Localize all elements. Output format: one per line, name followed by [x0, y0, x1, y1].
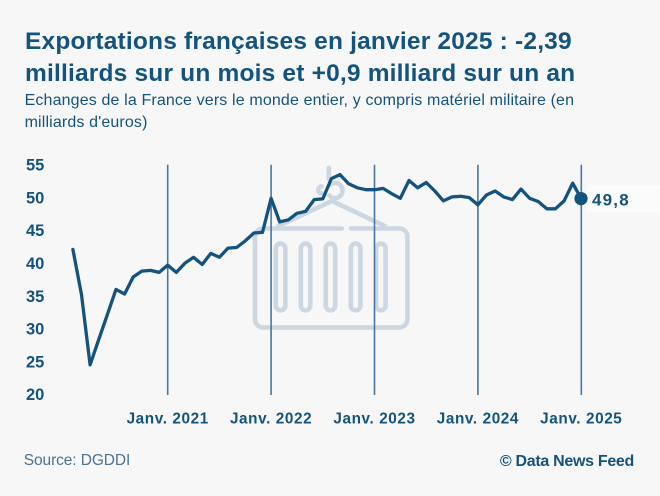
svg-text:Janv. 2022: Janv. 2022	[230, 411, 312, 428]
svg-text:Janv. 2023: Janv. 2023	[333, 411, 415, 428]
svg-text:55: 55	[26, 157, 44, 175]
svg-text:49,8: 49,8	[592, 191, 630, 210]
svg-text:35: 35	[26, 288, 44, 306]
svg-text:Janv. 2025: Janv. 2025	[540, 411, 622, 428]
svg-text:40: 40	[26, 255, 44, 273]
svg-text:25: 25	[26, 353, 44, 371]
svg-text:Janv. 2024: Janv. 2024	[437, 411, 519, 428]
svg-text:45: 45	[26, 222, 44, 240]
svg-text:50: 50	[26, 189, 44, 207]
svg-text:30: 30	[26, 321, 44, 339]
svg-text:Janv. 2021: Janv. 2021	[127, 411, 209, 428]
svg-text:20: 20	[26, 386, 44, 404]
